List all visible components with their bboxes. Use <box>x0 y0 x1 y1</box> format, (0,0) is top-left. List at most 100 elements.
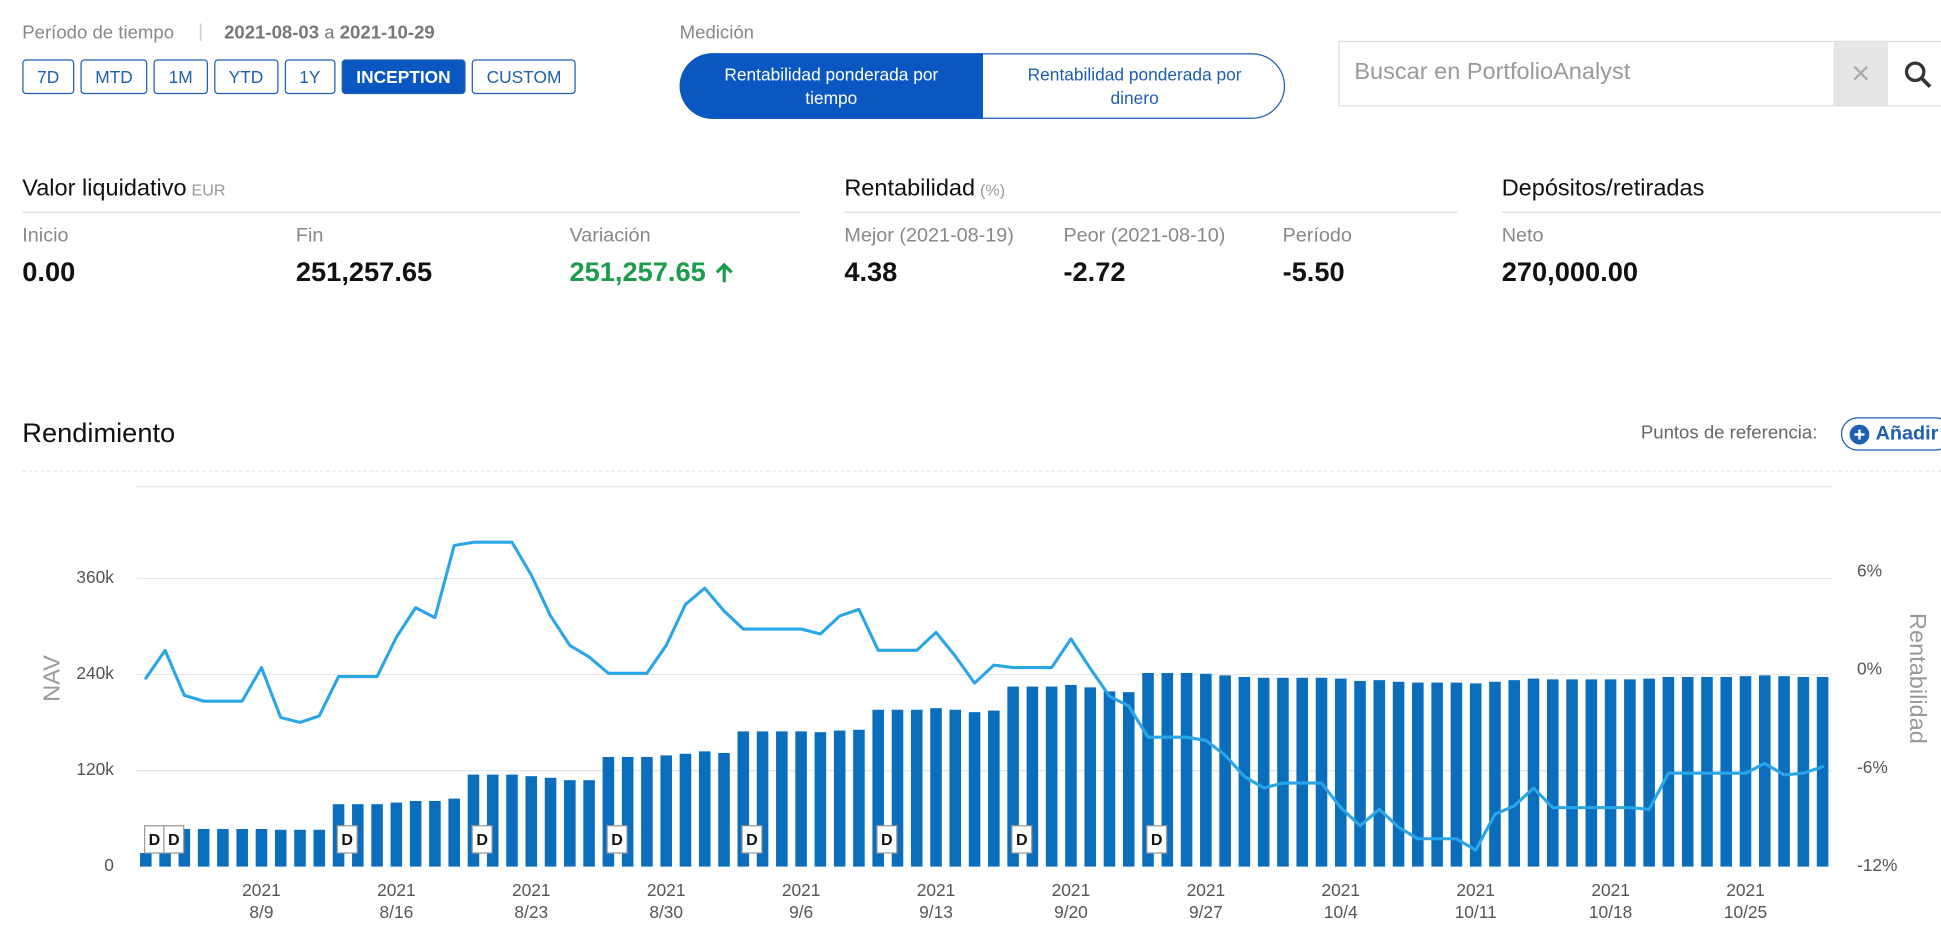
section-divider <box>22 470 1941 472</box>
x-tick-label: 9/13 <box>919 902 953 922</box>
y-axis-label: NAV <box>38 655 64 702</box>
bar <box>833 730 846 867</box>
bar <box>486 774 499 867</box>
period-sep: a <box>324 22 335 44</box>
x-tick-label: 2021 <box>782 880 821 900</box>
bar <box>1142 672 1154 867</box>
deposit-label: D <box>168 831 180 849</box>
period-range: 2021-08-03 a 2021-10-29 <box>224 22 435 43</box>
metric-value: 251,257.65 <box>569 256 735 288</box>
metric-label: Fin <box>295 225 324 247</box>
metric-value: 270,000.00 <box>1502 256 1638 288</box>
period-button[interactable]: 7D <box>22 59 75 95</box>
metric-value: -5.50 <box>1283 256 1345 288</box>
bar <box>1624 679 1636 867</box>
bar <box>1026 686 1039 867</box>
bar <box>988 710 1000 867</box>
bar <box>274 829 287 867</box>
bar <box>1508 680 1521 867</box>
bar <box>1566 679 1578 867</box>
deposit-marker <box>471 825 493 854</box>
bar <box>255 828 268 867</box>
x-tick-label: 8/16 <box>380 902 414 922</box>
period-button[interactable]: INCEPTION <box>341 59 466 95</box>
metric-label: Período <box>1282 225 1352 247</box>
period-button[interactable]: CUSTOM <box>471 59 577 95</box>
metric-label: Neto <box>1501 225 1544 247</box>
bar <box>1296 677 1309 867</box>
search-icon[interactable] <box>1903 59 1933 89</box>
metric-value-text: 270,000.00 <box>1501 256 1639 288</box>
metric-label: Inicio <box>22 225 69 247</box>
metric-value-text: -2.72 <box>1063 256 1126 288</box>
deposit-label: D <box>746 831 758 849</box>
y2-axis-label: Rentabilidad <box>1905 613 1931 744</box>
bar <box>1334 678 1347 867</box>
x-tick-label: 9/27 <box>1189 902 1223 922</box>
metric-label: Peor (2021-08-10) <box>1063 225 1226 247</box>
deposit-label: D <box>149 831 161 849</box>
y-tick-label: 120k <box>76 759 114 779</box>
deposit-label: D <box>881 831 893 849</box>
bar <box>1739 676 1752 867</box>
add-label: Añadir <box>1875 422 1939 444</box>
bar <box>1257 677 1270 867</box>
period-start: 2021-08-03 <box>224 22 320 44</box>
bar <box>217 828 229 867</box>
metric-value: -2.72 <box>1063 256 1125 288</box>
x-tick-label: 10/11 <box>1455 902 1497 922</box>
x-tick-label: 2021 <box>1456 880 1495 900</box>
bar <box>294 829 306 867</box>
deposit-marker <box>741 825 763 854</box>
bar <box>1643 678 1655 867</box>
bar <box>1354 680 1366 867</box>
summary-title: Rentabilidad (%) <box>844 176 1005 203</box>
bar <box>1527 678 1540 867</box>
measurement-option[interactable]: Rentabilidad ponderada por tiempo <box>679 53 983 119</box>
metric-value-text: 0.00 <box>22 256 76 288</box>
search-box[interactable] <box>1338 40 1941 107</box>
x-tick-label: 2021 <box>1591 880 1630 900</box>
summary-divider <box>22 211 800 213</box>
bar <box>1103 691 1116 867</box>
bar <box>448 798 460 867</box>
period-button[interactable]: MTD <box>80 59 148 95</box>
x-tick-label: 2021 <box>1321 880 1360 900</box>
x-tick-label: 10/18 <box>1589 902 1632 922</box>
bar <box>1392 681 1405 867</box>
bar <box>679 753 692 867</box>
bar <box>583 780 595 867</box>
measurement-option[interactable]: Rentabilidad ponderada por dinero <box>1027 63 1242 108</box>
deposit-label: D <box>611 831 623 849</box>
deposit-marker <box>336 825 358 854</box>
x-tick-label: 8/30 <box>649 902 683 922</box>
period-button[interactable]: 1M <box>153 59 208 95</box>
period-button[interactable]: 1Y <box>284 59 336 95</box>
metric-value-text: 251,257.65 <box>295 256 433 288</box>
bar <box>390 802 403 867</box>
bar <box>891 709 904 867</box>
add-button[interactable]: Añadir <box>1840 417 1941 451</box>
x-tick-label: 2021 <box>917 880 956 900</box>
period-label: Período de tiempo <box>22 22 175 44</box>
x-tick-label: 9/20 <box>1054 902 1088 922</box>
clear-button[interactable]: × <box>1833 42 1888 106</box>
bar <box>1200 673 1212 867</box>
bar <box>949 709 962 867</box>
bar <box>1546 679 1559 867</box>
plus-icon <box>1849 424 1870 444</box>
period-button[interactable]: YTD <box>213 59 279 95</box>
bar <box>1045 686 1058 867</box>
bar <box>1315 677 1328 867</box>
bar <box>1604 679 1617 867</box>
bar <box>795 731 807 867</box>
summary-title: Valor liquidativo EUR <box>22 176 225 203</box>
y-tick-label: 360k <box>76 567 114 587</box>
deposit-label: D <box>1016 831 1028 849</box>
bar <box>1065 684 1077 867</box>
bar <box>718 752 730 867</box>
bar <box>544 777 557 867</box>
bar <box>236 828 248 867</box>
